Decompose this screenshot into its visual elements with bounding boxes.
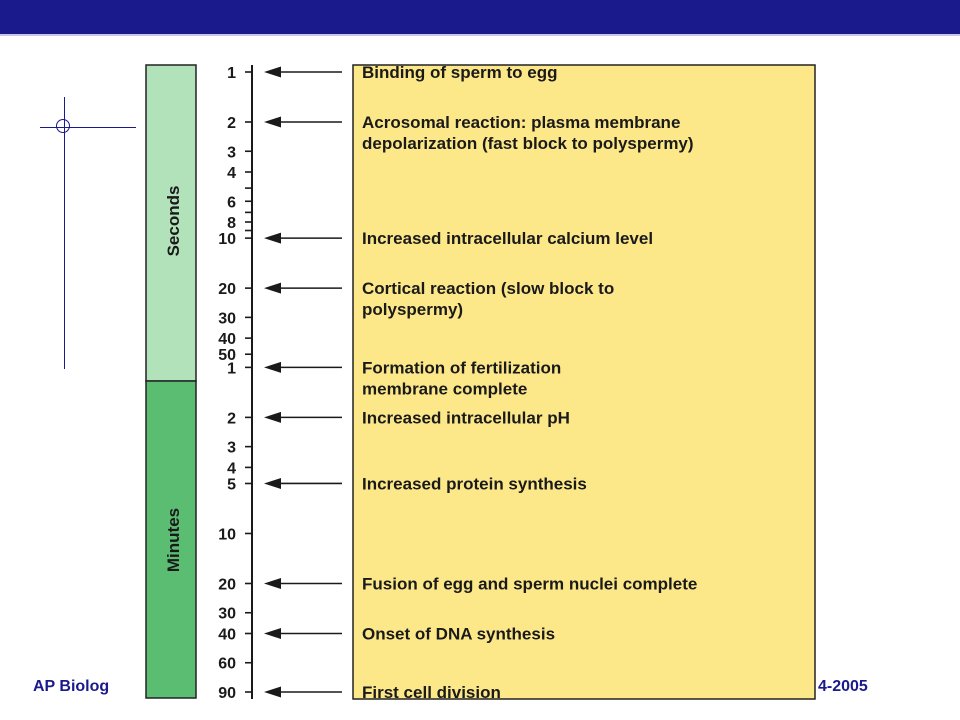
- event-label-line: Onset of DNA synthesis: [362, 624, 555, 643]
- axis-tick-label: 8: [227, 215, 236, 232]
- axis-tick-label: 40: [218, 626, 236, 643]
- axis-tick-label: 1: [227, 360, 236, 377]
- event-label-line: depolarization (fast block to polyspermy…: [362, 134, 694, 153]
- axis-tick-label: 1: [227, 65, 236, 82]
- event-arrowhead-icon: [264, 477, 281, 489]
- event-label: Formation of fertilization membrane compl…: [362, 358, 561, 398]
- axis-tick-label: 4: [227, 460, 236, 477]
- axis-tick-label: 4: [227, 165, 236, 182]
- event-label-line: Fusion of egg and sperm nuclei complete: [362, 574, 697, 593]
- axis-tick-label: 10: [218, 231, 236, 248]
- event-label-line: polyspermy): [362, 300, 463, 319]
- event-label-line: Increased intracellular pH: [362, 408, 570, 427]
- event-arrowhead-icon: [264, 411, 281, 423]
- decorative-crosshair-circle-icon: [56, 119, 70, 133]
- event-label: Onset of DNA synthesis: [362, 624, 555, 643]
- event-arrows: [264, 66, 342, 698]
- decorative-crosshair-horizontal: [40, 127, 136, 128]
- event-label-line: Increased intracellular calcium level: [362, 229, 653, 248]
- event-label-line: Binding of sperm to egg: [362, 63, 558, 82]
- axis-tick-label: 6: [227, 194, 236, 211]
- event-label: Acrosomal reaction: plasma membrane depol…: [362, 113, 694, 153]
- event-label: First cell division: [362, 683, 501, 702]
- footer-year-label: 4-2005: [818, 678, 868, 695]
- event-label: Increased intracellular pH: [362, 408, 570, 427]
- event-label: Increased intracellular calcium level: [362, 229, 653, 248]
- axis-tick-label: 20: [218, 576, 236, 593]
- event-label-line: Formation of fertilization: [362, 358, 561, 377]
- event-label: Cortical reaction (slow block to polysper…: [362, 279, 614, 319]
- minutes-band: [145, 380, 197, 699]
- minutes-band-label: Minutes: [164, 508, 183, 572]
- event-label-line: Increased protein synthesis: [362, 474, 587, 493]
- event-arrowhead-icon: [264, 232, 281, 244]
- event-arrowhead-icon: [264, 66, 281, 78]
- axis-tick-label: 5: [227, 476, 236, 493]
- axis-tick-label: 2: [227, 115, 236, 132]
- event-label: Fusion of egg and sperm nuclei complete: [362, 574, 697, 593]
- event-arrowhead-icon: [264, 282, 281, 294]
- axis-tick-label: 30: [218, 310, 236, 327]
- axis-tick-label: 90: [218, 685, 236, 702]
- footer-course-label: AP Biolog: [33, 678, 110, 695]
- event-label: Increased protein synthesis: [362, 474, 587, 493]
- event-arrowhead-icon: [264, 627, 281, 639]
- axis-tick-label: 20: [218, 281, 236, 298]
- title-banner: [0, 0, 960, 36]
- axis-tick-label: 3: [227, 440, 236, 457]
- event-label-line: Cortical reaction (slow block to: [362, 279, 614, 298]
- event-arrowhead-icon: [264, 361, 281, 373]
- event-label-line: membrane complete: [362, 379, 527, 398]
- axis-tick-label: 50: [218, 347, 236, 364]
- axis-tick-label: 10: [218, 526, 236, 543]
- decorative-crosshair-vertical: [64, 97, 65, 369]
- event-arrowhead-icon: [264, 686, 281, 698]
- axis-tick-label: 3: [227, 144, 236, 161]
- seconds-band: [145, 64, 197, 382]
- seconds-band-label: Seconds: [164, 186, 183, 257]
- event-labels: Binding of sperm to egg Acrosomal reactio…: [362, 63, 697, 702]
- axis-tick-label: 2: [227, 410, 236, 427]
- event-label-line: First cell division: [362, 683, 501, 702]
- events-box: [352, 64, 816, 700]
- axis-tick-label: 30: [218, 606, 236, 623]
- event-label-line: Acrosomal reaction: plasma membrane: [362, 113, 680, 132]
- event-arrowhead-icon: [264, 577, 281, 589]
- event-label: Binding of sperm to egg: [362, 63, 558, 82]
- event-arrowhead-icon: [264, 116, 281, 128]
- axis-tick-label: 60: [218, 656, 236, 673]
- axis-tick-label: 40: [218, 331, 236, 348]
